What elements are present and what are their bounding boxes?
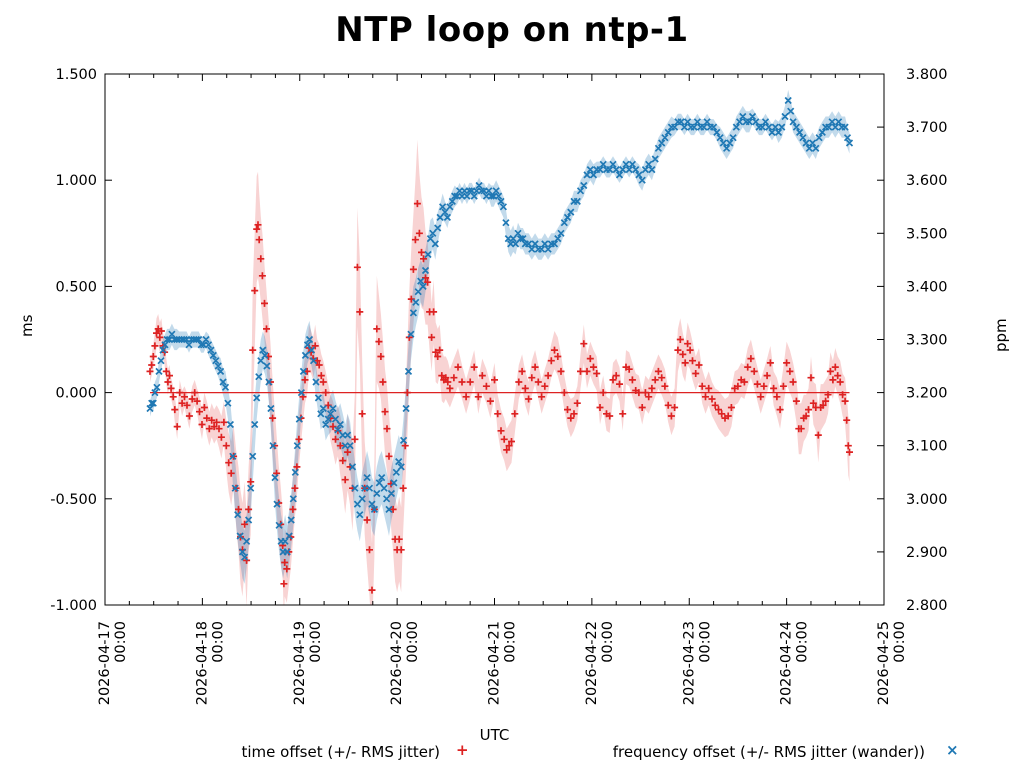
y-right-tick-label: 2.900 [906,545,948,561]
x-marker-icon: × [946,741,959,759]
x-tick-label: 2026-04-1700:00 [97,621,129,705]
frequency-offset-jitter-band [150,89,850,584]
x-tick-label: 2026-04-2100:00 [487,621,519,705]
x-tick-label: 2026-04-1800:00 [194,621,226,705]
jitter-bands [150,89,850,605]
y-right-tick-label: 3.500 [906,226,948,242]
axis-ticks [104,73,885,606]
frequency-offset-markers [146,96,854,561]
y-left-tick-label: 1.000 [55,173,97,189]
x-tick-label: 2026-04-2000:00 [389,621,421,705]
right-axis-unit-label: ppm [992,318,1010,352]
x-tick-label: 2026-04-1900:00 [292,621,324,705]
y-right-tick-label: 2.800 [906,598,948,614]
y-right-tick-label: 3.800 [906,67,948,83]
y-right-tick-label: 3.700 [906,120,948,136]
y-right-tick-label: 3.100 [906,439,948,455]
x-axis-title: UTC [479,726,510,744]
y-right-tick-label: 3.600 [906,173,948,189]
x-tick-label: 2026-04-2200:00 [584,621,616,705]
y-left-tick-label: 0.000 [55,386,97,402]
legend-label-frequency-offset: frequency offset (+/- RMS jitter (wander… [612,743,925,761]
y-right-tick-label: 3.300 [906,333,948,349]
left-axis-unit-label: ms [18,314,36,337]
x-tick-label: 2026-04-2500:00 [876,621,908,705]
x-tick-label: 2026-04-2300:00 [681,621,713,705]
y-right-tick-label: 3.200 [906,386,948,402]
plus-marker-icon: + [456,741,469,759]
y-left-tick-label: 0.500 [55,279,97,295]
y-left-tick-label: 1.500 [55,67,97,83]
legend-label-time-offset: time offset (+/- RMS jitter) [241,743,440,761]
y-right-tick-label: 3.400 [906,279,948,295]
x-tick-label: 2026-04-2400:00 [779,621,811,705]
plot-border [104,73,885,606]
y-right-tick-label: 3.000 [906,492,948,508]
y-left-tick-label: -0.500 [50,492,97,508]
chart-title: NTP loop on ntp-1 [335,10,689,50]
time-offset-jitter-band [150,139,850,605]
y-left-tick-label: -1.000 [50,598,97,614]
axis-tick-labels: -1.000 -0.500 0.000 0.500 1.000 1.500 2.800 2.9… [50,67,947,705]
